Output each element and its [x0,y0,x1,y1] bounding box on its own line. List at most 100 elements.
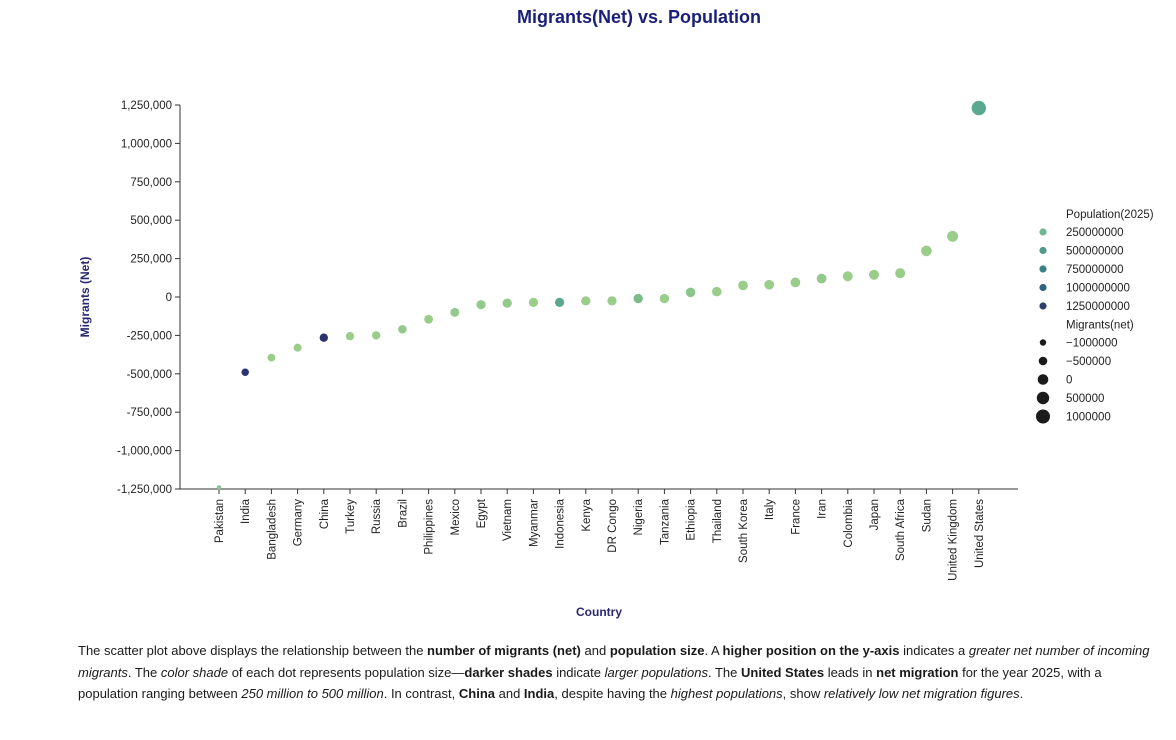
chart-title: Migrants(Net) vs. Population [517,7,761,27]
caption-run: for the year 2025, with a population ran… [78,664,1102,702]
caption-run: color shade [160,664,229,680]
caption-run: China [458,686,495,701]
y-tick-label: 0 [166,292,172,304]
data-point: Colombia: 135000 [842,271,853,282]
data-point: India: -490000 [241,368,249,376]
data-point: Myanmar: -35000 [528,297,539,308]
legend-size-label: −500000 [1066,356,1111,368]
x-tick-label: DR Congo [607,499,619,553]
data-point: Italy: 80000 [764,279,775,290]
caption-run: 250 million to 500 million [241,686,384,701]
data-point: United States: 1230000 [971,100,986,116]
legend-size-swatch [1036,391,1050,405]
data-point: Iran: 120000 [816,273,827,284]
x-tick-label: Sudan [921,499,933,532]
x-tick-label: United Kingdom [948,499,960,581]
legend-size-label: −1000000 [1066,338,1118,350]
caption-run: darker shades [464,664,553,680]
x-tick-label: Indonesia [555,498,567,548]
x-tick-label: Iran [817,499,829,519]
x-tick-label: Tanzania [659,498,671,545]
legend-hue-label: 1000000000 [1066,283,1130,295]
y-tick-label: 1,250,000 [121,100,172,112]
data-point: South Africa: 155000 [895,268,906,279]
caption-run: indicates a [899,643,969,658]
data-point: Brazil: -210000 [398,324,407,334]
data-point: Nigeria: -10000 [633,293,643,304]
x-tick-label: Ethiopia [686,498,698,540]
y-tick-label: 1,000,000 [121,138,172,150]
legend-size-swatch [1039,339,1047,346]
y-tick-label: -500,000 [127,369,172,381]
data-point: DR Congo: -25000 [607,296,617,306]
y-tick-label: -1,000,000 [117,446,172,458]
caption-run: . The [127,664,161,680]
x-tick-label: Turkey [345,499,357,534]
y-tick-label: 750,000 [130,177,172,189]
caption-run: leads in [824,664,877,680]
legend-hue-label: 750000000 [1066,264,1124,276]
data-point: Pakistan: -1240000 [216,485,222,490]
legend-size-label: 0 [1066,375,1072,387]
y-tick-label: -750,000 [127,407,172,419]
x-tick-label: Italy [764,499,776,520]
legend-size-swatch [1037,374,1049,385]
legend-size-title: Migrants(net) [1066,320,1134,332]
legend-hue-label: 1250000000 [1066,301,1130,313]
x-tick-label: Mexico [450,499,462,535]
x-tick-label: Colombia [843,498,855,547]
x-tick-label: South Africa [895,498,907,561]
legend-size-label: 1000000 [1066,412,1111,424]
x-tick-label: Brazil [397,499,409,528]
x-tick-label: Philippines [424,499,436,555]
caption-run: relatively low net migration figures [823,686,1020,701]
data-point: Egypt: -50000 [476,300,486,310]
caption-run: , show [782,686,824,701]
caption-run: and [495,686,524,701]
x-tick-label: China [319,498,331,529]
data-point: China: -265000 [319,333,328,342]
scatter-chart: Migrants(Net) vs. Population 1,250,000 1,… [78,7,1154,619]
caption-run: The scatter plot above displays the rela… [78,643,428,658]
legend-size-label: 500000 [1066,393,1104,405]
caption-run: India [523,686,555,701]
legend: Population(2025) 250000000 500000000 750000… [1036,209,1154,424]
data-point: Vietnam: -40000 [502,298,512,308]
x-tick-label: Thailand [712,499,724,543]
caption-run: larger populations [604,664,708,680]
x-tick-label: Japan [869,499,881,530]
y-tick-label: 500,000 [130,215,172,227]
caption-run: number of migrants (net) [427,643,581,658]
y-axis-label: Migrants (Net) [78,257,92,338]
legend-hue-swatch [1039,283,1047,292]
x-tick-label: Nigeria [633,498,645,535]
y-tick-label: 250,000 [130,254,172,266]
caption-run: higher position on the y-axis [722,643,900,658]
data-point: Ethiopia: 30000 [685,287,696,298]
y-tick-label: -250,000 [127,330,172,342]
data-point: Sudan: 300000 [921,245,932,257]
x-tick-label: Myanmar [528,499,540,547]
y-tick-label: -1,250,000 [117,484,172,496]
x-axis: Pakistan India Bangladesh Germany China Turke… [180,488,1018,581]
x-tick-label: Vietnam [502,499,514,541]
x-axis-label: Country [576,605,622,619]
legend-size-swatch [1036,409,1050,424]
caption-run: indicate [552,664,605,680]
caption-run: net migration [876,664,959,680]
caption-run: . [1019,686,1024,701]
caption-run: United States [741,664,825,680]
caption-run: . A [704,643,723,658]
caption-run: greater net number of incoming migrants [78,643,1150,680]
caption-run: . The [707,664,741,680]
x-tick-label: France [790,499,802,535]
caption-run: population size [609,643,705,658]
data-point: Indonesia: -35000 [554,297,565,308]
data-point: Bangladesh: -395000 [267,353,276,362]
data-point: Kenya: -25000 [581,296,591,306]
data-points: Pakistan: -1240000 India: -490000 Banglade… [216,100,986,490]
legend-hue-swatch [1039,265,1047,273]
x-tick-label: Bangladesh [266,499,278,560]
data-point: South Korea: 75000 [738,280,748,291]
x-tick-label: Pakistan [214,499,226,543]
